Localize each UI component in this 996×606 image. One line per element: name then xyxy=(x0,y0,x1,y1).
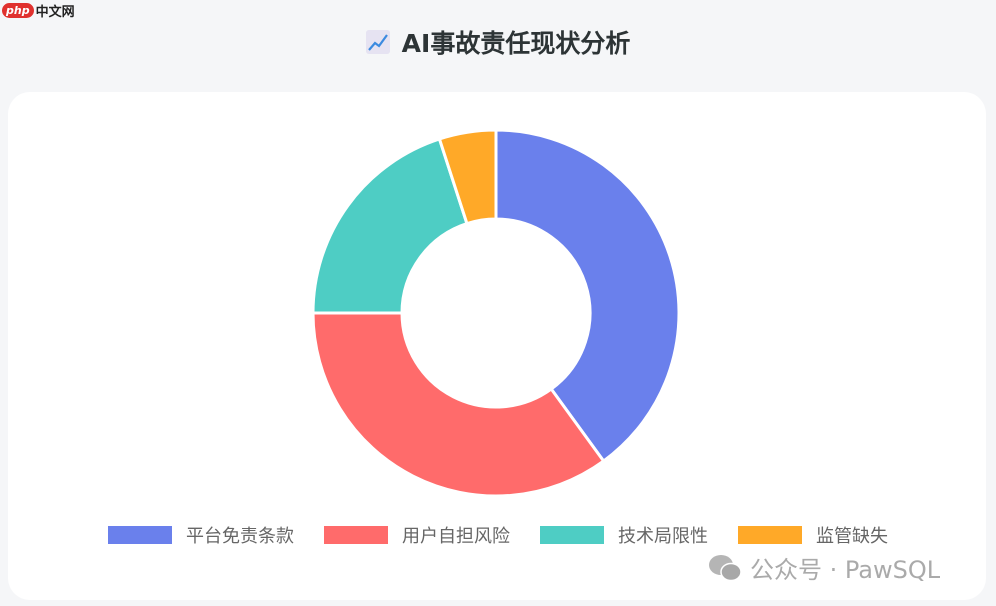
donut-slice-1[interactable] xyxy=(311,311,606,498)
legend-label: 监管缺失 xyxy=(816,526,888,547)
legend-swatch xyxy=(738,526,802,544)
page-title: AI事故责任现状分析 xyxy=(0,24,996,60)
donut-slice-3[interactable] xyxy=(437,128,498,226)
donut-slice-2[interactable] xyxy=(311,137,469,315)
logo-text: 中文网 xyxy=(35,5,75,20)
title-text: AI事故责任现状分析 xyxy=(401,29,631,58)
legend-item[interactable]: 平台免责条款 xyxy=(108,522,294,548)
legend-label: 用户自担风险 xyxy=(402,526,510,547)
legend-swatch xyxy=(108,526,172,544)
wechat-watermark: 公众号 · PawSQL xyxy=(708,550,940,585)
watermark-text: 公众号 · PawSQL xyxy=(750,556,941,584)
legend: 平台免责条款 用户自担风险 技术局限性 监管缺失 xyxy=(0,522,996,548)
donut-slice-0[interactable] xyxy=(494,128,681,464)
legend-swatch xyxy=(540,526,604,544)
legend-label: 技术局限性 xyxy=(618,526,708,547)
wechat-icon xyxy=(709,554,742,581)
legend-item[interactable]: 用户自担风险 xyxy=(324,522,510,548)
legend-label: 平台免责条款 xyxy=(186,526,294,547)
chart-increasing-icon xyxy=(365,30,390,54)
logo-badge: php xyxy=(2,3,34,18)
legend-item[interactable]: 技术局限性 xyxy=(540,522,708,548)
php-cn-logo: php 中文网 xyxy=(2,1,75,20)
legend-swatch xyxy=(324,526,388,544)
legend-item[interactable]: 监管缺失 xyxy=(738,522,888,548)
